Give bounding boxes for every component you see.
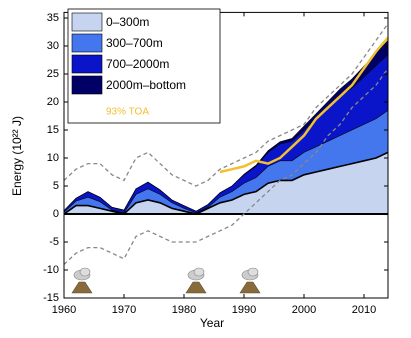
x-tick-label: 1990 [232, 304, 256, 316]
area-edge [63, 110, 389, 214]
uncertainty-line [63, 23, 389, 187]
legend-label: 300–700m [106, 36, 163, 50]
eruption-shape [239, 281, 261, 294]
legend-label: 2000m–bottom [106, 78, 186, 92]
legend-swatch [71, 75, 103, 95]
legend-swatch [71, 12, 103, 32]
y-tick-label: -10 [43, 264, 59, 276]
eruption-icon [185, 267, 207, 294]
eruption-shape [71, 281, 93, 294]
y-tick-label: 20 [47, 96, 59, 108]
legend-label: 0–300m [106, 15, 149, 29]
area [64, 152, 388, 214]
eruption-shape [247, 267, 259, 277]
y-tick-label: -15 [43, 292, 59, 304]
area [64, 110, 388, 214]
legend-label: 700–2000m [106, 57, 169, 71]
legend-label: 93% TOA [106, 107, 149, 118]
x-tick-label: 1960 [52, 304, 76, 316]
x-tick-label: 2000 [292, 304, 316, 316]
uncertainty-line [63, 68, 389, 265]
y-tick-label: 0 [53, 208, 59, 220]
area-edge [63, 40, 389, 212]
y-tick-label: 35 [47, 12, 59, 24]
y-tick-label: -5 [49, 236, 59, 248]
x-tick-label: 1970 [112, 304, 136, 316]
y-tick-label: 10 [47, 152, 59, 164]
y-tick-label: 15 [47, 124, 59, 136]
y-tick-label: 30 [47, 40, 59, 52]
y-axis-label: Energy (10²² J) [10, 116, 24, 196]
x-tick-label: 2010 [352, 304, 376, 316]
toa-line [219, 36, 389, 174]
eruption-icon [71, 267, 93, 294]
eruption-shape [79, 267, 91, 277]
x-tick-label: 1980 [172, 304, 196, 316]
area-edge [63, 151, 389, 215]
plot-frame [63, 11, 389, 299]
legend-swatch [71, 33, 103, 53]
y-tick-label: 5 [53, 180, 59, 192]
area [64, 54, 388, 213]
eruption-shape [193, 267, 205, 277]
legend-swatch [71, 54, 103, 74]
y-tick-label: 25 [47, 68, 59, 80]
x-axis-label: Year [200, 316, 224, 330]
eruption-shape [185, 281, 207, 294]
eruption-icon [239, 267, 261, 294]
